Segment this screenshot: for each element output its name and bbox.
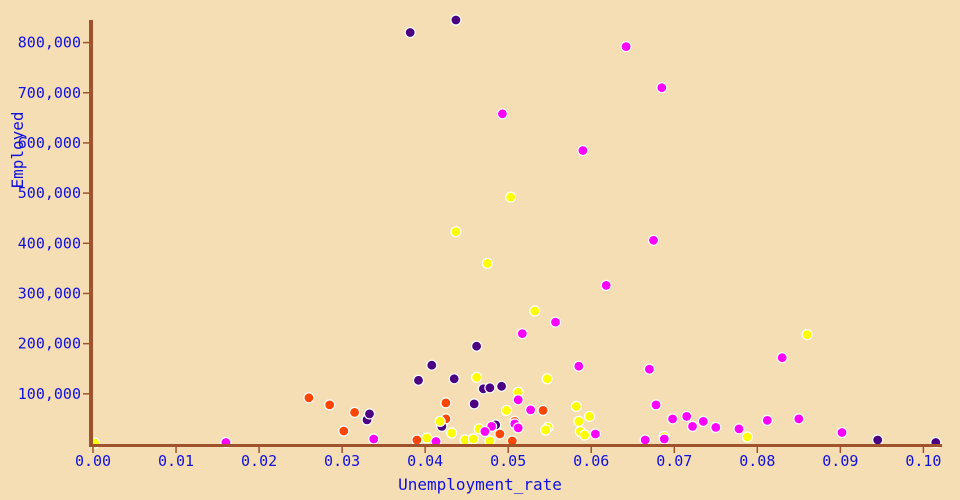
x-axis-title: Unemployment_rate xyxy=(398,475,562,494)
data-point xyxy=(471,371,483,383)
data-point xyxy=(620,40,632,53)
data-point xyxy=(549,316,562,328)
data-point xyxy=(741,431,753,443)
y-tick-label: 700,000 xyxy=(18,84,81,102)
data-point xyxy=(404,26,416,39)
data-point xyxy=(411,434,423,446)
x-tick-label: 0.02 xyxy=(241,452,277,470)
data-point xyxy=(338,425,350,437)
data-point xyxy=(647,234,660,246)
data-point xyxy=(324,399,336,411)
data-point xyxy=(505,191,517,203)
data-point xyxy=(573,415,585,427)
data-point xyxy=(801,329,813,341)
data-point xyxy=(573,360,585,372)
x-tick-label: 0.10 xyxy=(905,452,941,470)
data-point xyxy=(541,373,553,385)
data-point xyxy=(589,428,602,440)
data-point xyxy=(496,380,508,392)
data-point xyxy=(793,413,805,425)
data-point xyxy=(303,392,315,404)
x-tick-label: 0.08 xyxy=(739,452,775,470)
data-point xyxy=(681,410,693,422)
data-point xyxy=(686,420,699,432)
data-point xyxy=(643,363,656,375)
data-point xyxy=(446,427,458,439)
data-point xyxy=(650,399,662,411)
data-point xyxy=(450,226,462,238)
data-point xyxy=(733,423,745,435)
data-point xyxy=(539,424,552,436)
data-point xyxy=(481,257,493,269)
y-tick-label: 500,000 xyxy=(18,184,81,202)
data-point xyxy=(529,305,541,317)
data-point xyxy=(516,328,528,340)
data-point xyxy=(494,428,506,440)
data-point xyxy=(363,408,376,420)
y-tick-label: 100,000 xyxy=(18,385,81,403)
data-point xyxy=(658,433,670,445)
data-point xyxy=(421,432,433,444)
x-axis-line xyxy=(89,444,942,447)
data-point xyxy=(578,429,591,441)
data-point xyxy=(872,434,884,446)
data-point xyxy=(368,433,380,445)
y-tick-label: 200,000 xyxy=(18,335,81,353)
y-axis-title: Employed xyxy=(8,111,27,188)
data-point xyxy=(349,406,361,418)
data-points xyxy=(89,14,942,449)
x-tick-label: 0.01 xyxy=(158,452,194,470)
data-point xyxy=(583,410,596,422)
data-point xyxy=(471,340,483,352)
y-tick-label: 800,000 xyxy=(18,34,81,52)
data-point xyxy=(710,421,722,433)
axes: 0.00 0.01 0.02 0.03 0.04 0.05 0.06 0.07 0.08 0.09… xyxy=(18,20,942,470)
data-point xyxy=(484,382,496,394)
data-point xyxy=(761,414,773,426)
data-point xyxy=(577,144,589,157)
data-point xyxy=(448,373,460,385)
data-point xyxy=(776,352,788,364)
x-tick-label: 0.05 xyxy=(490,452,526,470)
data-point xyxy=(479,425,491,438)
data-point xyxy=(426,359,438,371)
data-point xyxy=(639,434,651,446)
data-point xyxy=(836,426,848,439)
x-tick-label: 0.00 xyxy=(75,452,111,470)
data-point xyxy=(524,404,537,416)
data-point xyxy=(656,82,668,94)
y-axis-line xyxy=(89,20,93,446)
data-point xyxy=(412,374,425,386)
data-point xyxy=(496,108,508,120)
data-point xyxy=(570,400,582,412)
data-point xyxy=(697,415,709,427)
data-point xyxy=(537,404,549,416)
data-point xyxy=(450,14,462,26)
data-point xyxy=(467,433,479,445)
data-point xyxy=(468,398,480,410)
x-tick-label: 0.09 xyxy=(822,452,858,470)
data-point xyxy=(600,279,612,291)
y-tick-label: 600,000 xyxy=(18,134,81,152)
x-tick-label: 0.03 xyxy=(324,452,360,470)
y-tick-label: 400,000 xyxy=(18,234,81,252)
data-point xyxy=(666,413,679,425)
data-point xyxy=(512,422,524,434)
x-tick-label: 0.04 xyxy=(407,452,443,470)
x-tick-label: 0.07 xyxy=(656,452,692,470)
data-point xyxy=(440,397,452,409)
data-point xyxy=(434,415,446,427)
data-point xyxy=(512,394,524,406)
x-tick-label: 0.06 xyxy=(573,452,609,470)
data-point xyxy=(500,404,513,416)
y-tick-label: 300,000 xyxy=(18,284,81,302)
